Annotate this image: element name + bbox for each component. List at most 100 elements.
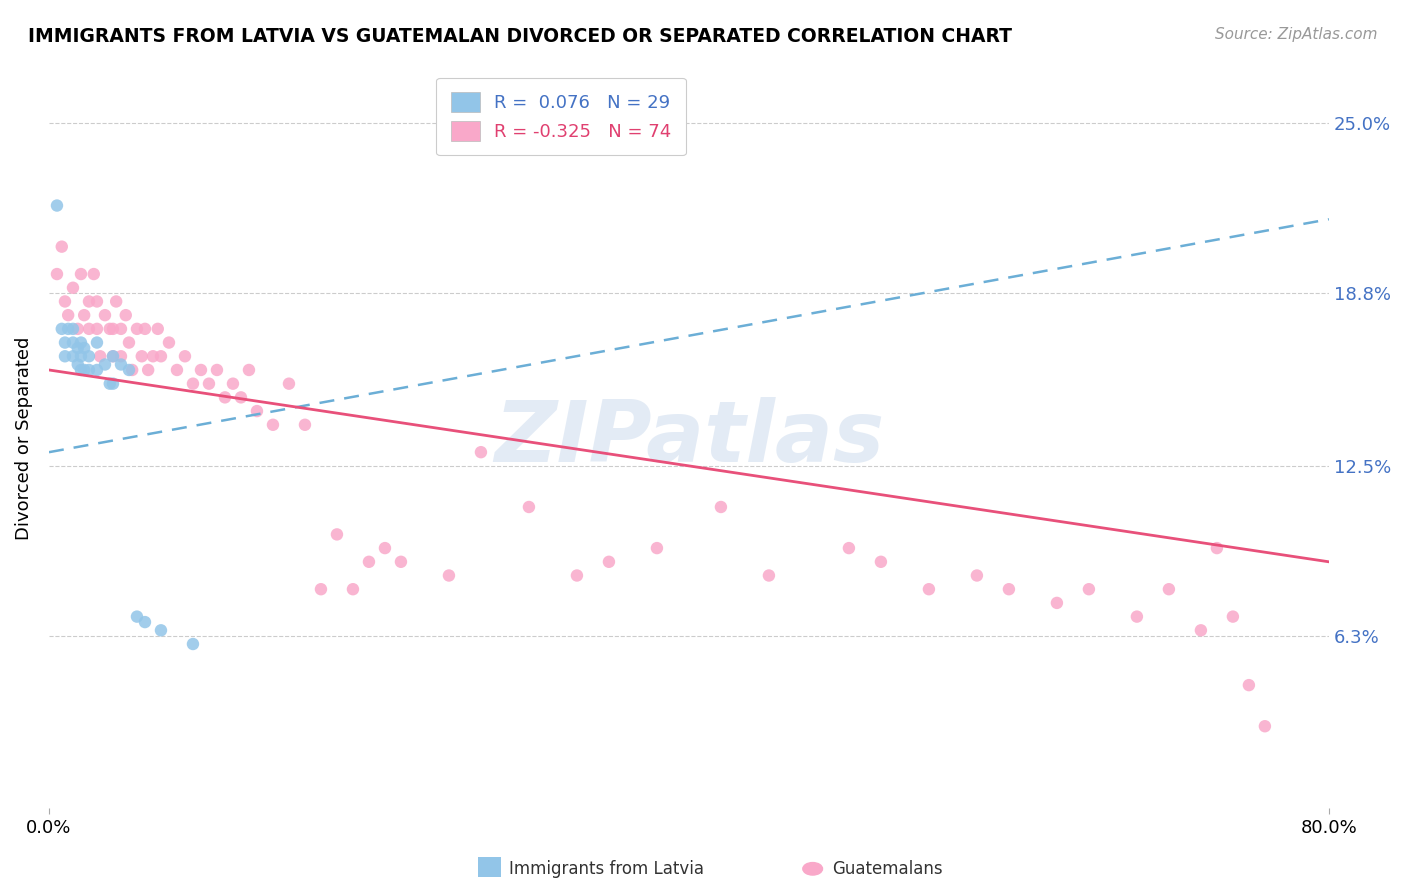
Point — [86, 363, 108, 377]
Point — [66, 341, 89, 355]
Point — [645, 541, 668, 555]
Point — [110, 322, 132, 336]
Y-axis label: Divorced or Separated: Divorced or Separated — [15, 337, 32, 541]
Point — [66, 358, 89, 372]
Point — [470, 445, 492, 459]
Point — [1206, 541, 1229, 555]
Point — [62, 349, 84, 363]
Point — [174, 349, 197, 363]
Point — [73, 341, 96, 355]
Point — [142, 349, 165, 363]
Point — [62, 281, 84, 295]
Point — [309, 582, 332, 597]
Point — [83, 267, 105, 281]
Point — [66, 322, 89, 336]
Point — [53, 335, 76, 350]
Point — [1157, 582, 1180, 597]
Text: IMMIGRANTS FROM LATVIA VS GUATEMALAN DIVORCED OR SEPARATED CORRELATION CHART: IMMIGRANTS FROM LATVIA VS GUATEMALAN DIV… — [28, 27, 1012, 45]
Point — [1126, 609, 1149, 624]
Point — [374, 541, 396, 555]
Point — [246, 404, 269, 418]
Point — [98, 322, 121, 336]
Point — [86, 322, 108, 336]
Point — [118, 363, 141, 377]
Text: ZIPatlas: ZIPatlas — [494, 397, 884, 480]
Point — [105, 294, 128, 309]
Text: Immigrants from Latvia: Immigrants from Latvia — [509, 860, 704, 878]
Point — [437, 568, 460, 582]
Point — [86, 294, 108, 309]
Point — [101, 349, 124, 363]
Point — [598, 555, 620, 569]
Point — [1189, 624, 1212, 638]
Point — [262, 417, 284, 432]
Point — [565, 568, 588, 582]
Point — [134, 322, 156, 336]
Point — [70, 349, 93, 363]
Point — [326, 527, 349, 541]
Point — [51, 240, 73, 254]
Point — [46, 267, 69, 281]
Point — [110, 358, 132, 372]
Point — [157, 335, 180, 350]
Point — [166, 363, 188, 377]
Point — [89, 349, 111, 363]
Point — [222, 376, 245, 391]
Point — [198, 376, 221, 391]
Point — [181, 376, 204, 391]
Point — [101, 349, 124, 363]
Point — [77, 349, 100, 363]
Point — [53, 349, 76, 363]
Point — [389, 555, 412, 569]
Point — [94, 308, 117, 322]
Point — [56, 308, 79, 322]
Point — [134, 615, 156, 629]
Point — [918, 582, 941, 597]
Point — [838, 541, 860, 555]
Point — [205, 363, 228, 377]
Point — [70, 363, 93, 377]
Point — [86, 335, 108, 350]
Point — [149, 624, 172, 638]
Point — [758, 568, 780, 582]
Point — [118, 335, 141, 350]
Point — [121, 363, 143, 377]
Point — [77, 322, 100, 336]
Point — [238, 363, 260, 377]
Point — [1222, 609, 1244, 624]
Point — [51, 322, 73, 336]
Point — [966, 568, 988, 582]
Point — [131, 349, 153, 363]
Point — [1237, 678, 1260, 692]
Point — [53, 294, 76, 309]
Point — [101, 322, 124, 336]
Point — [190, 363, 212, 377]
Point — [73, 308, 96, 322]
Point — [710, 500, 733, 514]
Point — [278, 376, 301, 391]
Point — [146, 322, 169, 336]
Point — [56, 322, 79, 336]
Point — [294, 417, 316, 432]
Point — [214, 390, 236, 404]
Point — [101, 376, 124, 391]
Point — [114, 308, 136, 322]
Point — [77, 363, 100, 377]
Point — [70, 267, 93, 281]
Text: Source: ZipAtlas.com: Source: ZipAtlas.com — [1215, 27, 1378, 42]
Point — [77, 294, 100, 309]
Point — [70, 335, 93, 350]
Point — [62, 322, 84, 336]
Point — [125, 609, 148, 624]
Point — [136, 363, 159, 377]
Point — [46, 198, 69, 212]
Point — [98, 376, 121, 391]
Point — [94, 358, 117, 372]
Point — [62, 335, 84, 350]
Point — [517, 500, 540, 514]
Point — [125, 322, 148, 336]
Point — [342, 582, 364, 597]
Point — [1254, 719, 1277, 733]
Point — [357, 555, 380, 569]
Point — [149, 349, 172, 363]
